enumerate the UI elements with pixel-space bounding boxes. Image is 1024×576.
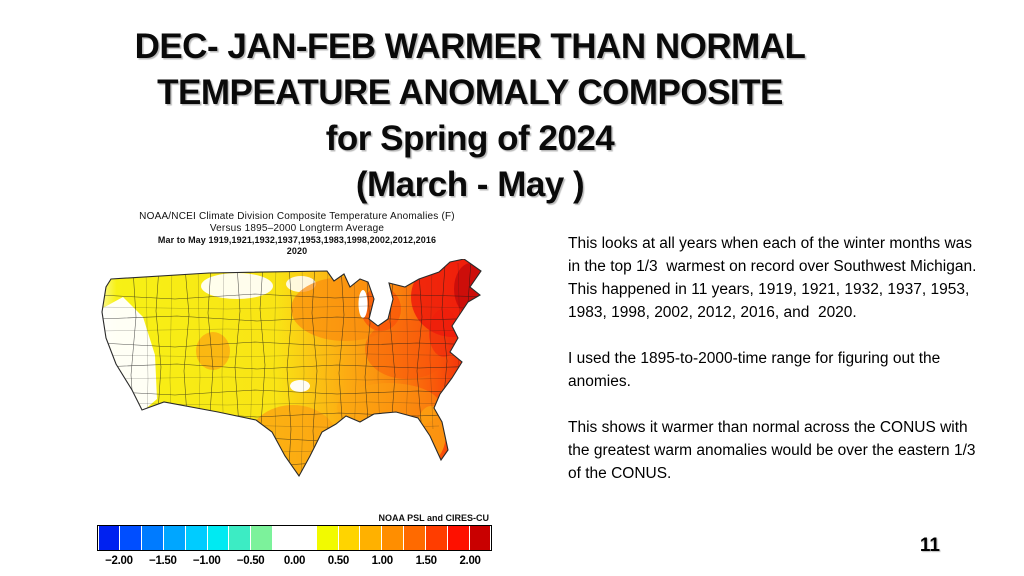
colorbar-tick-label: 0.00 <box>283 555 306 567</box>
colorbar-cell <box>425 526 447 550</box>
colorbar-cell <box>338 526 360 550</box>
colorbar-cell <box>185 526 207 550</box>
map-figure-header: NOAA/NCEI Climate Division Composite Tem… <box>85 211 509 257</box>
map-region-ohio-valley-orange-red <box>365 319 449 379</box>
colorbar-cell <box>98 526 120 550</box>
colorbar-cell <box>163 526 185 550</box>
map-region-montana-white <box>201 273 273 299</box>
colorbar-cell <box>469 526 491 550</box>
climate-division-mesh <box>102 260 481 476</box>
figure-title: NOAA/NCEI Climate Division Composite Tem… <box>139 211 455 222</box>
title-line-2: TEMPEATURE ANOMALY COMPOSITE <box>157 73 783 112</box>
title-line-3: for Spring of 2024 <box>325 119 615 158</box>
colorbar-cell <box>229 526 251 550</box>
colorbar-cell <box>382 526 404 550</box>
colorbar-tick-label: −1.50 <box>149 555 177 567</box>
map-region-utah-orange <box>196 332 230 370</box>
page-number: 11 <box>919 535 940 556</box>
colorbar-cell <box>360 526 382 550</box>
colorbar-tick-label: −2.00 <box>105 555 133 567</box>
map-region-west-coast-white <box>102 297 157 411</box>
colorbar-tick-label: −1.00 <box>192 555 221 567</box>
colorbar-labels: −2.00 −1.50 −1.00 −0.50 0.00 0.50 1.00 1.50 2.00 <box>97 555 492 571</box>
map-figure: NOAA/NCEI Climate Division Composite Tem… <box>85 205 509 573</box>
us-anomaly-map <box>101 259 482 478</box>
colorbar-cell <box>207 526 229 550</box>
colorbar-cell <box>316 526 338 550</box>
body-paragraph-1: This looks at all years when each of the… <box>568 235 985 321</box>
colorbar-tick-label: −0.50 <box>236 555 265 567</box>
colorbar-cell <box>294 526 316 550</box>
colorbar-cell <box>273 526 294 550</box>
body-text: This looks at all years when each of the… <box>568 232 980 508</box>
us-outline <box>101 259 482 478</box>
climate-division-mesh-fine <box>102 262 481 476</box>
lake-michigan <box>358 290 368 318</box>
colorbar-cell <box>120 526 142 550</box>
colorbar-tick-label: 2.00 <box>459 555 481 567</box>
colorbar-tick-label: 0.50 <box>327 555 349 567</box>
colorbar <box>97 525 492 551</box>
body-paragraph-2: I used the 1895-to-2000-time range for f… <box>568 350 945 390</box>
colorbar-tick-label: 1.50 <box>415 555 437 567</box>
figure-years-line-2: 2020 <box>286 246 308 256</box>
figure-credit: NOAA PSL and CIRES-CU <box>378 513 489 523</box>
figure-subtitle: Versus 1895–2000 Longterm Average <box>209 223 385 234</box>
body-paragraph-3: This shows it warmer than normal across … <box>568 419 980 482</box>
colorbar-cell <box>404 526 425 550</box>
colorbar-cell <box>142 526 163 550</box>
figure-years-line: Mar to May 1919,1921,1932,1937,1953,1983… <box>157 235 437 245</box>
map-region-oklahoma-white <box>290 380 310 392</box>
title-line-4: (March - May ) <box>355 165 585 204</box>
colorbar-tick-label: 1.00 <box>371 555 393 567</box>
colorbar-cell <box>251 526 273 550</box>
slide-title: DEC- JAN-FEB WARMER THAN NORMAL TEMPEATU… <box>60 24 880 208</box>
map-region-mid-atlantic-red <box>429 309 459 357</box>
map-region-texas-orange <box>247 405 339 476</box>
title-line-1: DEC- JAN-FEB WARMER THAN NORMAL <box>134 27 806 66</box>
colorbar-cell <box>447 526 469 550</box>
